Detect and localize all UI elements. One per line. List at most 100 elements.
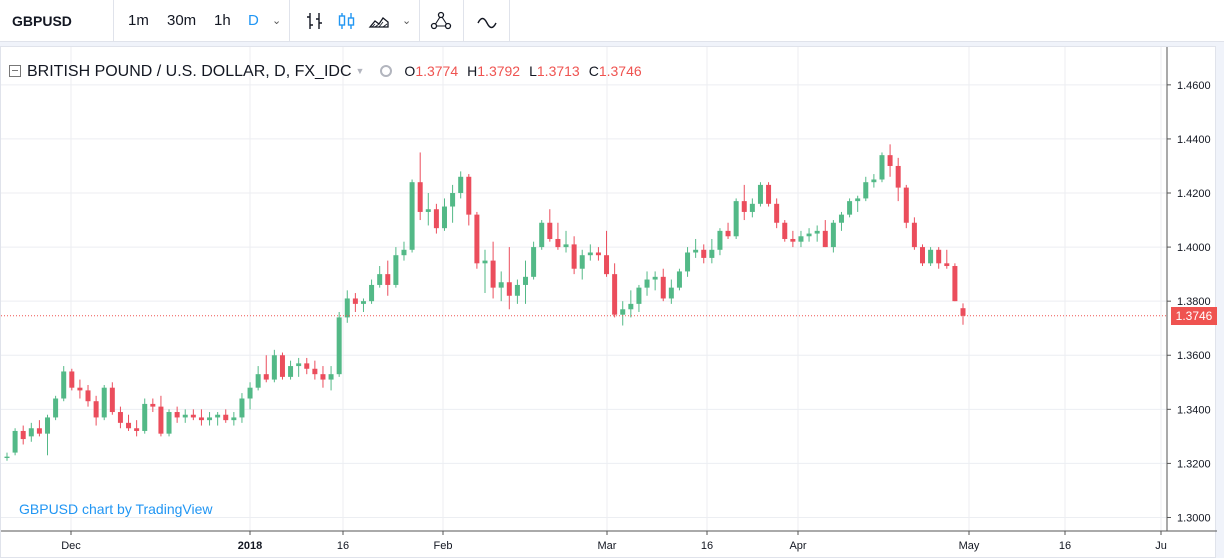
x-tick-label: 16: [337, 540, 349, 552]
candle-body: [288, 366, 294, 377]
candle-body: [482, 260, 488, 264]
candle-body: [717, 230, 723, 250]
candle-body: [668, 287, 674, 299]
candle-body: [733, 201, 739, 237]
candle-body: [571, 244, 577, 269]
candle-body: [863, 182, 869, 199]
eye-icon[interactable]: [380, 65, 393, 77]
candle-body: [563, 244, 569, 248]
candle-body: [134, 428, 140, 431]
compare-icon[interactable]: [430, 10, 452, 32]
x-tick-label: May: [959, 540, 980, 552]
candle-body: [401, 249, 407, 256]
candle-body: [69, 371, 75, 388]
ohlc-values: O1.3774 H1.3792 L1.3713 C1.3746: [404, 63, 650, 79]
candle-body: [441, 206, 447, 229]
chart-container[interactable]: 1.4600 1.4400 1.4200 1.4000 1.3800 1.3600 1.34…: [0, 46, 1217, 558]
area-chart-icon[interactable]: [368, 10, 390, 32]
candle-body: [304, 363, 310, 369]
time-axis[interactable]: Dec 2018 16 Feb Mar 16 Apr May 16 Ju: [61, 531, 1167, 552]
candle-body: [709, 249, 715, 258]
candle-body: [911, 222, 917, 248]
candle-body: [166, 412, 172, 434]
collapse-legend-icon[interactable]: [9, 65, 21, 77]
chevron-down-icon[interactable]: ⌄: [402, 15, 412, 27]
candle-body: [320, 374, 326, 380]
close-label: C: [588, 63, 599, 79]
candle-body: [93, 401, 99, 418]
y-tick-label: 1.4000: [1177, 242, 1211, 254]
y-tick-label: 1.4600: [1177, 80, 1211, 92]
high-label: H: [467, 63, 478, 79]
chevron-down-icon[interactable]: ⌄: [272, 15, 282, 27]
candlestick-chart[interactable]: 1.4600 1.4400 1.4200 1.4000 1.3800 1.3600 1.34…: [1, 47, 1217, 558]
indicators-icon[interactable]: [476, 10, 498, 32]
open-label: O: [404, 63, 416, 79]
candles-icon[interactable]: [336, 10, 358, 32]
candle-body: [223, 414, 229, 421]
chevron-down-icon[interactable]: ▼: [355, 66, 365, 76]
candle-body: [952, 266, 958, 302]
candle-body: [782, 222, 788, 239]
y-tick-label: 1.3600: [1177, 350, 1211, 362]
x-tick-label: Feb: [434, 540, 453, 552]
candle-body: [514, 284, 520, 296]
candle-body: [360, 301, 366, 304]
candle-body: [28, 428, 34, 437]
candle-body: [928, 249, 934, 264]
candle-body: [725, 230, 731, 237]
candle-body: [960, 308, 966, 316]
y-tick-label: 1.4200: [1177, 188, 1211, 200]
candle-body: [620, 309, 626, 315]
candle-body: [936, 249, 942, 264]
candle-body: [506, 282, 512, 296]
candle-body: [871, 179, 877, 183]
candle-body: [231, 417, 237, 421]
candle-body: [247, 387, 253, 399]
candle-body: [336, 317, 342, 375]
candle-body: [644, 279, 650, 288]
interval-1m-button[interactable]: 1m: [128, 12, 149, 29]
chart-legend: BRITISH POUND / U.S. DOLLAR, D, FX_IDC ▼ O…: [9, 61, 651, 81]
candle-body: [385, 274, 391, 285]
interval-1h-button[interactable]: 1h: [214, 12, 231, 29]
y-tick-label: 1.3200: [1177, 458, 1211, 470]
candle-body: [417, 182, 423, 212]
candle-body: [830, 222, 836, 248]
candle-body: [652, 276, 658, 280]
candle-body: [895, 165, 901, 188]
interval-d-button[interactable]: D: [248, 12, 259, 29]
candle-body: [547, 222, 553, 239]
x-tick-label: Apr: [789, 540, 806, 552]
candle-body: [838, 214, 844, 223]
x-tick-label: Mar: [598, 540, 617, 552]
candle-body: [36, 428, 42, 434]
close-value: 1.3746: [598, 63, 642, 79]
candle-body: [12, 430, 18, 453]
candle-body: [126, 422, 132, 429]
candle-body: [490, 260, 496, 288]
candle-body: [579, 255, 585, 269]
candle-body: [604, 255, 610, 275]
bar-style-icon[interactable]: [304, 10, 326, 32]
symbol-search-button[interactable]: GBPUSD: [0, 0, 114, 42]
low-value: 1.3713: [536, 63, 580, 79]
y-tick-label: 1.3800: [1177, 296, 1211, 308]
interval-30m-button[interactable]: 30m: [167, 12, 197, 29]
tradingview-watermark-link[interactable]: GBPUSD chart by TradingView: [19, 501, 213, 517]
candle-body: [377, 274, 383, 285]
candle-body: [312, 368, 318, 375]
y-tick-label: 1.3000: [1177, 512, 1211, 524]
candle-body: [855, 198, 861, 202]
x-tick-label: 2018: [238, 540, 262, 552]
price-axis[interactable]: 1.4600 1.4400 1.4200 1.4000 1.3800 1.3600 1.34…: [1167, 80, 1211, 525]
candle-body: [279, 355, 285, 377]
candle-body: [174, 412, 180, 418]
candle-body: [239, 398, 245, 418]
candle-body: [207, 417, 213, 421]
candle-body: [109, 387, 115, 413]
candle-body: [190, 414, 196, 418]
candle-body: [814, 230, 820, 234]
candle-body: [847, 201, 853, 215]
candle-body: [458, 176, 464, 194]
